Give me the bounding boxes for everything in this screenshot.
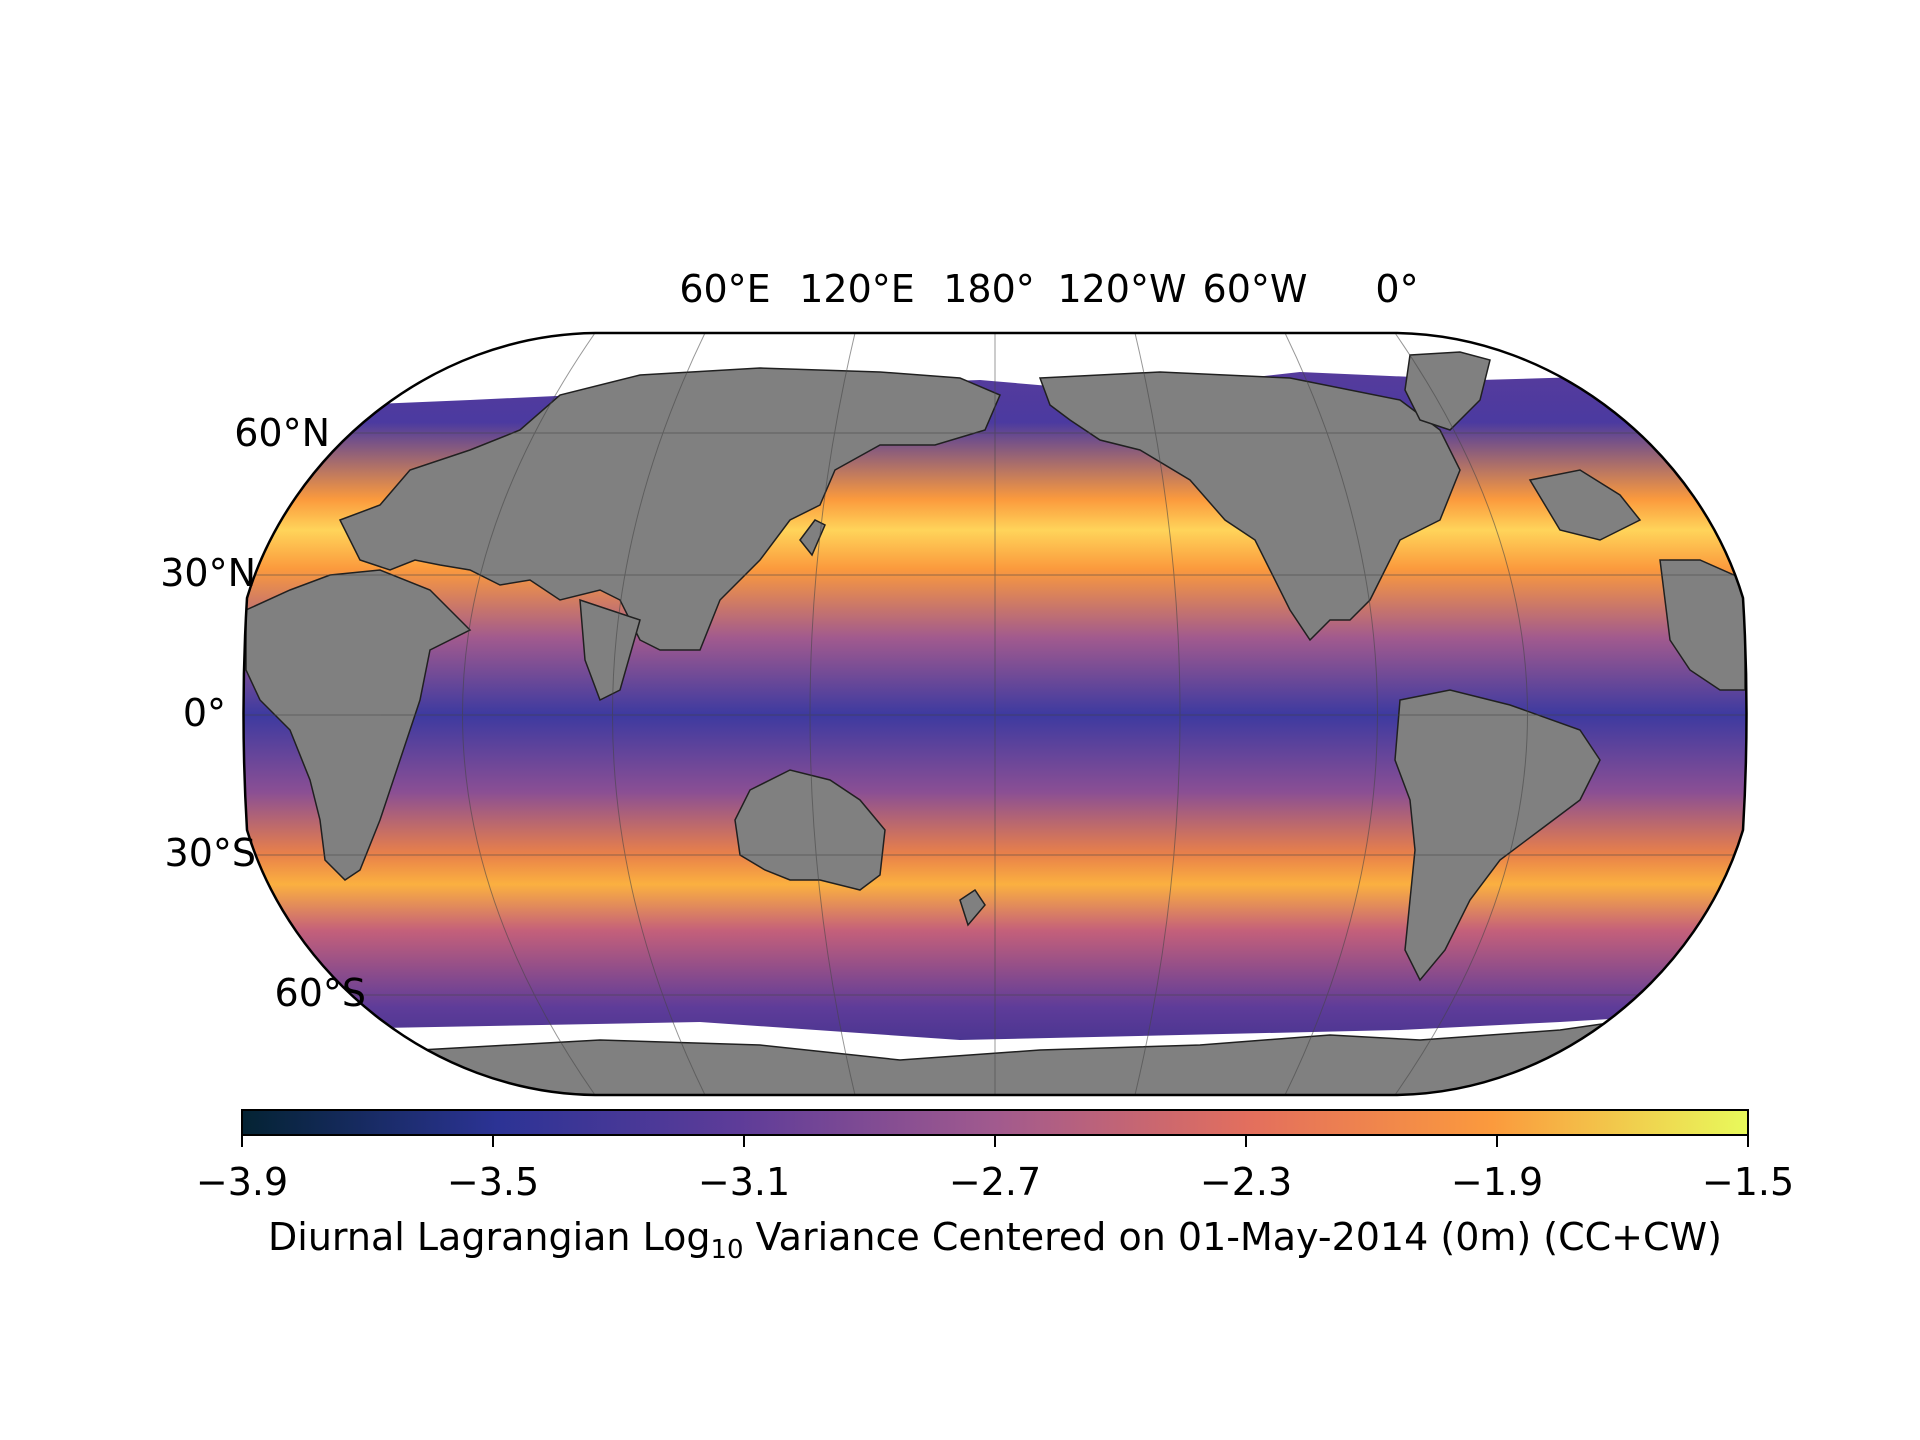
- lon-label: 0°: [1375, 267, 1418, 311]
- colorbar-tick-labels: −3.9 −3.5 −3.1 −2.7 −2.3 −1.9 −1.5: [196, 1160, 1794, 1204]
- lat-labels: 60°N 30°N 0° 30°S 60°S: [160, 411, 366, 1015]
- colorbar-gradient: [241, 1109, 1749, 1136]
- lon-label: 180°: [943, 267, 1035, 311]
- colorbar-tick-label: −3.9: [196, 1160, 288, 1204]
- colorbar-tick-label: −1.9: [1451, 1160, 1543, 1204]
- map-outline: [242, 331, 1748, 1097]
- lat-label: 30°N: [160, 551, 256, 595]
- colorbar-label: Diurnal Lagrangian Log10 Variance Center…: [268, 1215, 1722, 1265]
- colorbar-label-main: Diurnal Lagrangian Log: [268, 1215, 710, 1259]
- colorbar: −3.9 −3.5 −3.1 −2.7 −2.3 −1.9 −1.5 Diurn…: [196, 1109, 1794, 1265]
- lon-label: 120°E: [799, 267, 915, 311]
- colorbar-tick-label: −2.7: [949, 1160, 1041, 1204]
- lon-label: 120°W: [1057, 267, 1186, 311]
- lat-label: 0°: [183, 691, 226, 735]
- lon-labels: 60°E 120°E 180° 120°W 60°W 0°: [679, 267, 1418, 311]
- lat-label: 60°N: [234, 411, 330, 455]
- lon-label: 60°W: [1203, 267, 1308, 311]
- colorbar-label-rest: Variance Centered on 01-May-2014 (0m) (C…: [744, 1215, 1722, 1259]
- map-area: [243, 333, 1747, 1095]
- lat-label: 30°S: [165, 831, 256, 875]
- colorbar-tick-label: −1.5: [1702, 1160, 1794, 1204]
- lon-label: 60°E: [679, 267, 770, 311]
- gridlines: [243, 333, 1747, 1095]
- colorbar-tick-label: −3.5: [447, 1160, 539, 1204]
- colorbar-tick-label: −2.3: [1200, 1160, 1292, 1204]
- colorbar-label-subscript: 10: [710, 1235, 743, 1265]
- land: [243, 351, 1747, 1095]
- lat-label: 60°S: [275, 971, 366, 1015]
- colorbar-ticks: [241, 1135, 1749, 1147]
- colorbar-tick-label: −3.1: [698, 1160, 790, 1204]
